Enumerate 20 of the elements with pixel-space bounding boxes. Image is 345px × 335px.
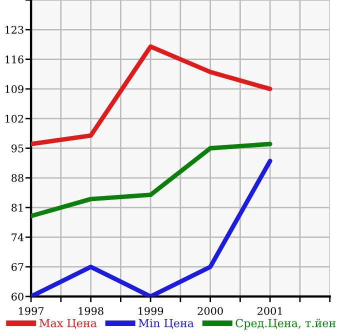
- line-series: [31, 44, 272, 146]
- x-tick-label: 1998: [78, 307, 104, 315]
- y-tick-label: 74: [12, 233, 24, 242]
- y-tick-label: 102: [5, 114, 24, 123]
- y-tick-label: 109: [5, 85, 24, 94]
- y-tick-label: 60: [12, 292, 24, 301]
- x-tick-label: 2001: [258, 307, 282, 315]
- y-tick-label: 67: [12, 263, 24, 271]
- y-tick-label: 88: [12, 174, 24, 182]
- y-tick-label: 95: [12, 144, 24, 152]
- y-tick-label: 123: [5, 26, 24, 34]
- y-tick-label: 81: [12, 204, 23, 212]
- x-tick-label: 2000: [198, 307, 223, 315]
- legend-label: Max Цена: [39, 319, 97, 329]
- x-tick-label: 1997: [19, 307, 44, 315]
- y-tick-label: 116: [5, 56, 24, 64]
- line-series: [31, 142, 272, 218]
- legend-label: Min Цена: [138, 318, 194, 329]
- legend-label: Сред.Цена, т.йен: [236, 318, 336, 330]
- x-tick-label: 1999: [138, 307, 164, 315]
